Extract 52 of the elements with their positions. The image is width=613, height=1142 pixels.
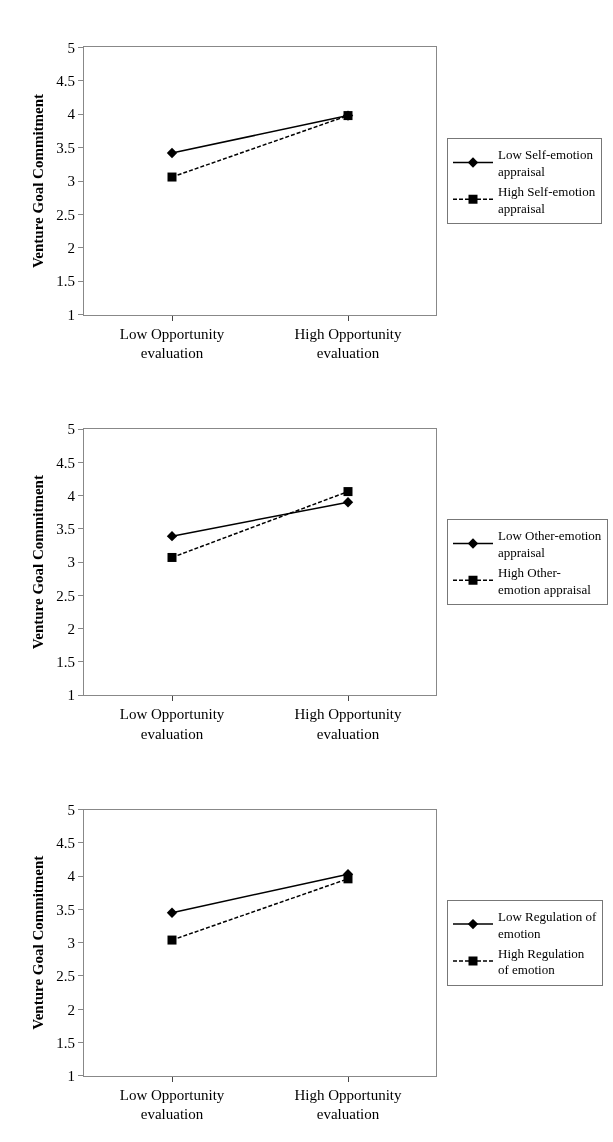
y-tick-label: 4 — [67, 487, 76, 504]
y-tick-label: 4 — [67, 868, 76, 885]
point — [166, 907, 178, 918]
x-tick-label: Low Opportunity evaluation — [119, 706, 225, 742]
y-tick-label: 1 — [67, 306, 75, 323]
y-tick-label: 1 — [67, 1068, 75, 1085]
point — [343, 111, 353, 121]
y-tick-label: 5 — [67, 39, 75, 56]
x-tick-label: High Opportunity evaluation — [294, 325, 403, 362]
y-tick-label: 3 — [67, 554, 75, 571]
point — [342, 497, 354, 508]
x-tick-label: High Opportunity evaluation — [294, 706, 403, 742]
legend-label: High Other-emotion appraisal — [498, 564, 592, 597]
y-tick-label: 2.5 — [56, 206, 75, 223]
y-tick-label: 4.5 — [56, 454, 75, 471]
legend-label: Low Regulation of emotion — [498, 908, 597, 941]
y-axis-title: Venture Goal Commitment — [30, 475, 47, 650]
y-tick-label: 4 — [67, 106, 76, 123]
y-tick-label: 3 — [67, 934, 75, 951]
legend-label: High Regulation of emotion — [498, 945, 585, 978]
point — [343, 487, 353, 497]
y-tick-label: 5 — [67, 421, 75, 438]
legend-label: Low Other-emotion appraisal — [498, 528, 602, 561]
y-tick-label: 1.5 — [56, 1034, 75, 1051]
point — [166, 147, 178, 159]
y-tick-label: 5 — [67, 801, 75, 818]
x-tick-label: Low Opportunity evaluation — [119, 325, 225, 362]
x-tick-label: Low Opportunity evaluation — [119, 1086, 225, 1123]
point — [167, 552, 177, 562]
point — [167, 172, 177, 182]
y-tick-label: 3.5 — [56, 521, 75, 538]
point — [343, 874, 353, 884]
legend-label: Low Self-emotion appraisal — [498, 147, 594, 179]
y-tick-label: 1 — [67, 687, 75, 704]
y-axis-title: Venture Goal Commitment — [30, 93, 47, 269]
legend-label: High Self-emotion appraisal — [498, 183, 596, 216]
point — [166, 530, 178, 542]
y-tick-label: 3.5 — [56, 139, 75, 156]
y-tick-label: 1.5 — [56, 273, 75, 290]
y-axis-title: Venture Goal Commitment — [30, 855, 47, 1030]
y-tick-label: 4.5 — [56, 73, 75, 90]
y-tick-label: 3.5 — [56, 901, 75, 918]
y-tick-label: 2 — [67, 240, 75, 257]
x-tick-label: High Opportunity evaluation — [294, 1086, 403, 1123]
y-tick-label: 2.5 — [56, 968, 75, 985]
y-tick-label: 2 — [67, 1001, 75, 1018]
y-tick-label: 2 — [67, 620, 75, 637]
point — [167, 935, 177, 945]
y-tick-label: 4.5 — [56, 835, 75, 852]
y-tick-label: 2.5 — [56, 587, 75, 604]
y-tick-label: 3 — [67, 173, 75, 190]
y-tick-label: 1.5 — [56, 654, 75, 671]
